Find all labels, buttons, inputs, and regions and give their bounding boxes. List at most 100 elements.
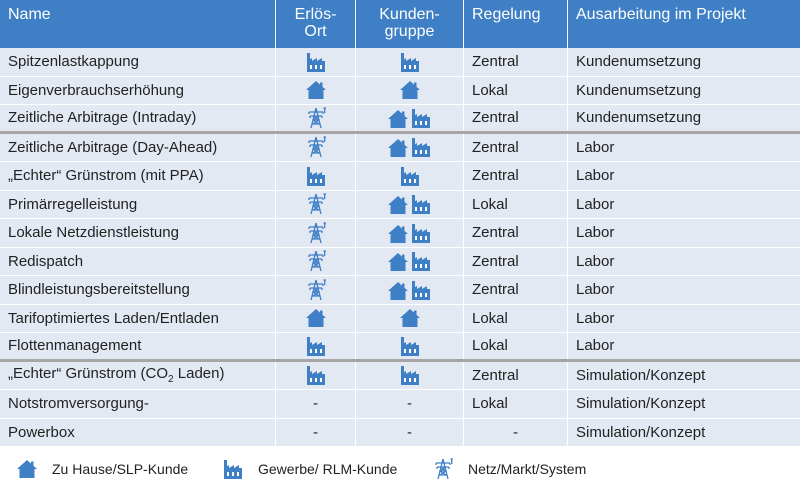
header-name: Name (0, 0, 276, 48)
header-kundengruppe: Kunden- gruppe (356, 0, 464, 48)
row-name: Eigenverbrauchserhöhung (8, 81, 184, 99)
cell-name: Flottenmanagement (0, 333, 276, 359)
regelung-value: Lokal (472, 309, 508, 327)
cell-erloes-ort (276, 304, 356, 332)
cell-ausarbeitung: Labor (568, 219, 800, 247)
kundengruppe-icons (399, 364, 421, 386)
erloes-ort-value: - (313, 423, 318, 441)
table-row: Notstromversorgung- - - Lokal Simulation/Kon… (0, 390, 800, 419)
ausarbeitung-value: Simulation/Konzept (576, 366, 706, 384)
regelung-value: Zentral (472, 252, 519, 270)
cell-kundengruppe (356, 76, 464, 104)
legend-pylon-label: Netz/Markt/System (468, 461, 587, 477)
cell-regelung: Zentral (464, 105, 568, 131)
kundengruppe-icons (387, 193, 432, 215)
ausarbeitung-value: Labor (576, 281, 615, 299)
factory-icon (410, 136, 432, 158)
cell-regelung: Lokal (464, 190, 568, 218)
factory-icon (399, 364, 421, 386)
table-row: Zeitliche Arbitrage (Day-Ahead) Zentral La… (0, 133, 800, 162)
erloes-ort-icons (305, 250, 327, 272)
regelung-value: Zentral (472, 53, 519, 71)
table-row: Flottenmanagement Lokal Labor (0, 333, 800, 362)
cell-erloes-ort (276, 361, 356, 389)
ausarbeitung-value: Labor (576, 138, 615, 156)
ausarbeitung-value: Labor (576, 195, 615, 213)
regelung-value: Lokal (472, 395, 508, 413)
factory-icon (410, 107, 432, 129)
kundengruppe-icons (387, 107, 432, 129)
cell-ausarbeitung: Labor (568, 134, 800, 162)
table-row: Primärregelleistung Lokal Labor (0, 190, 800, 219)
cell-kundengruppe (356, 105, 464, 131)
cell-name: Eigenverbrauchserhöhung (0, 76, 276, 104)
ausarbeitung-value: Kundenumsetzung (576, 53, 702, 71)
power-pylon-icon (305, 193, 327, 215)
table-row: „Echter“ Grünstrom (mit PPA) Zentral Labor (0, 162, 800, 191)
table-row: Eigenverbrauchserhöhung Lokal Kundenumsetz… (0, 76, 800, 105)
legend-house: Zu Hause/SLP-Kunde (16, 459, 206, 479)
row-name: Spitzenlastkappung (8, 53, 139, 71)
factory-icon (305, 364, 327, 386)
power-pylon-icon (305, 107, 327, 129)
factory-icon (305, 165, 327, 187)
row-name: Redispatch (8, 252, 84, 270)
header-kundengruppe-line2: gruppe (384, 23, 435, 40)
legend-house-label: Zu Hause/SLP-Kunde (52, 461, 189, 477)
cell-regelung: Lokal (464, 333, 568, 359)
ausarbeitung-value: Labor (576, 167, 615, 185)
factory-icon (305, 335, 327, 357)
cell-kundengruppe (356, 276, 464, 304)
erloes-ort-icons (305, 136, 327, 158)
erloes-ort-icons (305, 335, 327, 357)
cell-erloes-ort (276, 76, 356, 104)
regelung-value: Zentral (472, 366, 519, 384)
kundengruppe-icons (387, 250, 432, 272)
erloes-ort-value: - (313, 395, 318, 413)
table-row: Blindleistungsbereitstellung Zentral Labor (0, 276, 800, 305)
factory-icon (410, 250, 432, 272)
regelung-value: Zentral (472, 167, 519, 185)
table-header: Name Erlös- Ort Kunden- gruppe Regelung … (0, 0, 800, 48)
cell-ausarbeitung: Labor (568, 305, 800, 333)
row-name: Notstromversorgung- (8, 395, 149, 413)
table-row: Zeitliche Arbitrage (Intraday) Zentral Kun… (0, 105, 800, 134)
ausarbeitung-value: Kundenumsetzung (576, 81, 702, 99)
kundengruppe-icons (387, 279, 432, 301)
ausarbeitung-value: Labor (576, 337, 615, 355)
erloes-ort-icons (305, 107, 327, 129)
ausarbeitung-value: Simulation/Konzept (576, 423, 706, 441)
row-name: Zeitliche Arbitrage (Day-Ahead) (8, 138, 218, 156)
cell-name: Blindleistungsbereitstellung (0, 276, 276, 304)
row-name: Primärregelleistung (8, 195, 138, 213)
cell-regelung: Lokal (464, 304, 568, 332)
header-ausarbeitung: Ausarbeitung im Projekt (568, 0, 800, 48)
cell-kundengruppe (356, 361, 464, 389)
factory-icon (399, 335, 421, 357)
row-name-subscript: 2 (168, 374, 174, 386)
cell-erloes-ort (276, 219, 356, 247)
legend-factory-label: Gewerbe/ RLM-Kunde (258, 461, 398, 477)
cell-ausarbeitung: Labor (568, 333, 800, 359)
cell-kundengruppe (356, 162, 464, 190)
cell-regelung: Lokal (464, 76, 568, 104)
header-regelung: Regelung (464, 0, 568, 48)
row-name: Lokale Netzdienstleistung (8, 224, 179, 242)
house-icon (387, 252, 409, 272)
house-icon (387, 138, 409, 158)
cell-erloes-ort (276, 48, 356, 76)
cell-ausarbeitung: Simulation/Konzept (568, 419, 800, 447)
cell-regelung: Zentral (464, 276, 568, 304)
legend-pylon: Netz/Markt/System (432, 458, 586, 480)
cell-name: „Echter“ Grünstrom (CO2 Laden) (0, 361, 276, 389)
regelung-value: Lokal (472, 195, 508, 213)
regelung-value: Lokal (472, 81, 508, 99)
erloes-ort-icons (305, 279, 327, 301)
power-pylon-icon (305, 279, 327, 301)
cell-erloes-ort (276, 247, 356, 275)
kundengruppe-value: - (407, 395, 412, 413)
cell-regelung: Lokal (464, 390, 568, 418)
cell-regelung: Zentral (464, 247, 568, 275)
row-name: „Echter“ Grünstrom (CO2 Laden) (8, 365, 224, 385)
power-pylon-icon (305, 136, 327, 158)
